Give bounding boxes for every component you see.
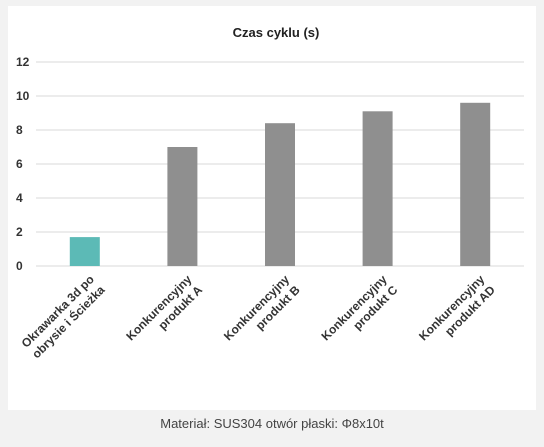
- y-tick-label: 12: [16, 55, 30, 69]
- x-tick-label: Konkurencyjnyprodukt AD: [416, 272, 498, 354]
- y-tick-label: 10: [16, 89, 30, 103]
- x-tick-label: Konkurencyjnyprodukt A: [123, 272, 205, 354]
- x-tick-label: Okrawarka 3d poobrysie i Ścieżka: [19, 272, 108, 361]
- y-tick-label: 0: [16, 259, 23, 273]
- y-tick-label: 8: [16, 123, 23, 137]
- bars: [69, 102, 491, 266]
- bar-chart: Czas cyklu (s) 0 2 4 6 8 10 12 Okrawarka 3d po…: [16, 25, 524, 361]
- bar: [460, 102, 491, 266]
- x-tick-label: Konkurencyjnyprodukt C: [319, 272, 401, 354]
- y-tick-label: 4: [16, 191, 23, 205]
- y-axis-ticks: 0 2 4 6 8 10 12: [16, 55, 30, 273]
- chart-caption: Materiał: SUS304 otwór płaski: Φ8x10t: [160, 416, 384, 431]
- chart-title: Czas cyklu (s): [233, 25, 320, 40]
- y-tick-label: 2: [16, 225, 23, 239]
- chart-card: Czas cyklu (s) 0 2 4 6 8 10 12 Okrawarka 3d po…: [8, 6, 536, 410]
- x-axis-ticks: Okrawarka 3d poobrysie i Ścieżka Konkuren…: [19, 272, 499, 361]
- bar: [362, 111, 393, 266]
- x-tick-label: Konkurencyjnyprodukt B: [221, 272, 303, 354]
- bar: [69, 237, 100, 266]
- y-tick-label: 6: [16, 157, 23, 171]
- bar: [265, 123, 295, 266]
- bar: [167, 147, 198, 266]
